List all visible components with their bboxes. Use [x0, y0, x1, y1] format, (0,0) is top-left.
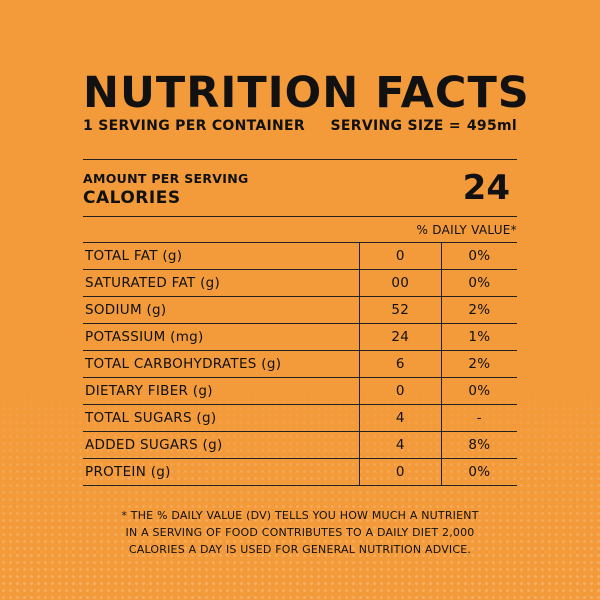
nutrient-daily-value: 2%: [440, 350, 517, 378]
nutrient-row: ADDED SUGARS (g) 4 8%: [83, 431, 517, 459]
nutrient-daily-value: -: [440, 404, 517, 432]
nutrient-amount: 24: [358, 323, 442, 351]
nutrient-row: TOTAL FAT (g) 0 0%: [83, 243, 517, 270]
nutrient-daily-value: 0%: [440, 458, 517, 486]
nutrient-amount: 0: [358, 377, 442, 405]
nutrient-name: TOTAL FAT (g): [83, 243, 360, 270]
nutrient-name: PROTEIN (g): [83, 458, 360, 486]
calories-label: CALORIES: [83, 188, 181, 208]
serving-size: SERVING SIZE = 495ml: [331, 118, 518, 134]
nutrient-name: TOTAL CARBOHYDRATES (g): [83, 350, 360, 378]
nutrient-row: DIETARY FIBER (g) 0 0%: [83, 377, 517, 405]
servings-per-container: 1 SERVING PER CONTAINER: [83, 118, 306, 134]
divider-top: [83, 159, 517, 160]
footnote-line: IN A SERVING OF FOOD CONTRIBUTES TO A DA…: [125, 526, 475, 539]
daily-value-footnote: * THE % DAILY VALUE (DV) TELLS YOU HOW M…: [110, 507, 490, 558]
serving-info-row: 1 SERVING PER CONTAINER SERVING SIZE = 49…: [83, 118, 517, 134]
nutrition-facts-title: NUTRITION FACTS: [83, 68, 530, 118]
nutrient-row: PROTEIN (g) 0 0%: [83, 458, 517, 486]
nutrient-amount: 52: [358, 296, 442, 324]
nutrient-row: TOTAL SUGARS (g) 4-: [83, 404, 517, 432]
divider-calories: [83, 216, 517, 217]
nutrient-row: SODIUM (g) 52 2%: [83, 296, 517, 324]
nutrient-name: SODIUM (g): [83, 296, 360, 324]
nutrient-name: SATURATED FAT (g): [83, 269, 360, 297]
nutrient-amount: 6: [358, 350, 442, 378]
nutrient-daily-value: 2%: [440, 296, 517, 324]
nutrient-name: DIETARY FIBER (g): [83, 377, 360, 405]
serving-size-label: SERVING SIZE =: [330, 118, 461, 134]
footnote-line: * THE % DAILY VALUE (DV) TELLS YOU HOW M…: [121, 509, 479, 522]
nutrient-daily-value: 0%: [440, 243, 517, 270]
nutrient-name: TOTAL SUGARS (g): [83, 404, 360, 432]
divider-table-top: [83, 242, 517, 243]
nutrient-amount: 4: [358, 431, 442, 459]
nutrient-daily-value: 8%: [440, 431, 517, 459]
nutrient-daily-value: 0%: [440, 377, 517, 405]
nutrient-name: ADDED SUGARS (g): [83, 431, 360, 459]
nutrient-amount: 0: [358, 243, 442, 270]
nutrient-amount: 4: [358, 404, 442, 432]
nutrient-daily-value: 1%: [440, 323, 517, 351]
nutrient-row: POTASSIUM (mg) 24 1%: [83, 323, 517, 351]
amount-per-serving-label: AMOUNT PER SERVING: [83, 171, 249, 186]
nutrient-daily-value: 0%: [440, 269, 517, 297]
nutrient-row: SATURATED FAT (g) 00 0%: [83, 269, 517, 297]
nutrient-row: TOTAL CARBOHYDRATES (g) 6 2%: [83, 350, 517, 378]
footnote-line: CALORIES A DAY IS USED FOR GENERAL NUTRI…: [128, 543, 472, 556]
nutrient-table: TOTAL FAT (g) 0 0% SATURATED FAT (g) 00 0% SOD…: [83, 243, 517, 486]
nutrient-amount: 0: [358, 458, 442, 486]
nutrient-amount: 00: [358, 269, 442, 297]
daily-value-header: % DAILY VALUE*: [416, 223, 517, 237]
serving-size-value: 495ml: [466, 118, 517, 134]
nutrient-name: POTASSIUM (mg): [83, 323, 360, 351]
calories-value: 24: [462, 168, 510, 208]
